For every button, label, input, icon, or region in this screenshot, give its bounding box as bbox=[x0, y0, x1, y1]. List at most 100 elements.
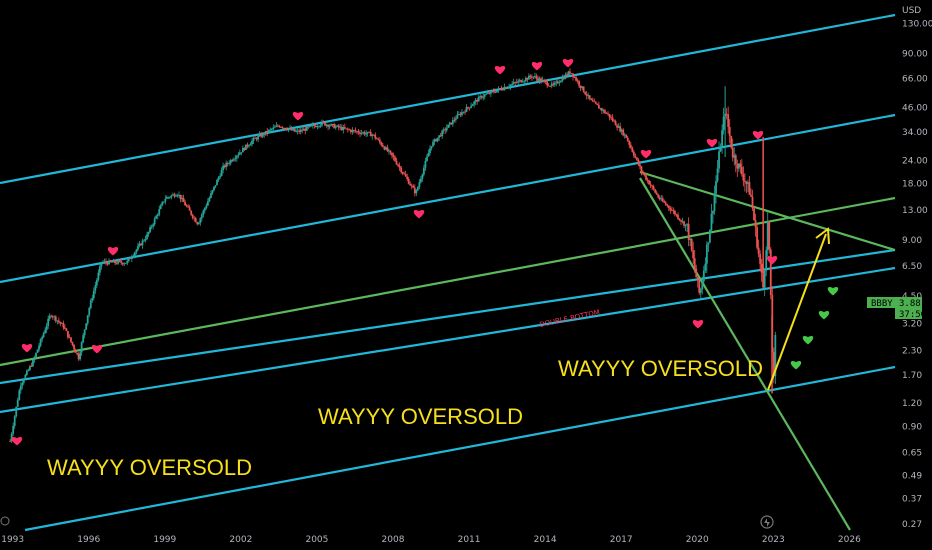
candle-body bbox=[105, 261, 107, 263]
candle-body bbox=[756, 227, 758, 248]
heart-green-icon bbox=[802, 336, 814, 345]
candle-body bbox=[459, 113, 462, 116]
candle-body bbox=[695, 268, 698, 278]
candle-body bbox=[359, 132, 361, 134]
candle-body bbox=[245, 144, 247, 150]
candle-body bbox=[614, 121, 617, 126]
candle-body bbox=[683, 221, 685, 226]
candle-body bbox=[307, 126, 310, 128]
heart-red-icon bbox=[766, 256, 778, 265]
ticker-price: 3.88 bbox=[899, 299, 921, 309]
candle-body bbox=[564, 74, 567, 79]
candle-body bbox=[64, 327, 66, 329]
candle-body bbox=[98, 266, 101, 273]
candle-body bbox=[426, 156, 428, 161]
y-tick-label: 24.00 bbox=[902, 156, 928, 166]
candle-body bbox=[765, 250, 768, 271]
candle-body bbox=[278, 126, 281, 127]
price-axis[interactable]: 130.00 90.00 66.00 46.00 34.00 24.00 18.00 13.0… bbox=[902, 20, 932, 530]
candle-body bbox=[663, 201, 666, 203]
candle-body bbox=[672, 210, 675, 212]
candle-body bbox=[772, 352, 775, 377]
candle-body bbox=[599, 108, 602, 110]
candle-body bbox=[255, 138, 258, 140]
candle-body bbox=[114, 260, 117, 263]
candle-body bbox=[439, 135, 442, 137]
candle-body bbox=[392, 155, 395, 158]
candles bbox=[9, 68, 777, 443]
candle-body bbox=[372, 134, 375, 136]
candle-body bbox=[401, 171, 404, 174]
candle-body bbox=[702, 270, 705, 282]
candle-body bbox=[594, 101, 597, 104]
candle-body bbox=[156, 214, 159, 216]
candle-body bbox=[106, 262, 109, 265]
candle-body bbox=[94, 285, 97, 291]
candle-body bbox=[213, 186, 215, 191]
candle-body bbox=[579, 85, 582, 88]
candle-body bbox=[56, 320, 59, 322]
candle-body bbox=[450, 122, 453, 125]
candle-body bbox=[316, 126, 319, 128]
candle-body bbox=[658, 197, 661, 200]
candle-body bbox=[617, 126, 620, 128]
candle-body bbox=[511, 83, 514, 85]
candle-body bbox=[546, 81, 549, 86]
x-tick-label: 2026 bbox=[838, 535, 861, 545]
candle-body bbox=[514, 82, 517, 84]
candle-body bbox=[150, 226, 153, 228]
candle-body bbox=[453, 119, 456, 121]
candle-body bbox=[540, 78, 542, 82]
candle-body bbox=[330, 124, 333, 126]
candle-body bbox=[388, 150, 390, 152]
candle-body bbox=[234, 158, 237, 160]
candle-body bbox=[92, 290, 95, 298]
currency-label: USD bbox=[902, 6, 921, 16]
candle-body bbox=[261, 133, 264, 137]
candle-body bbox=[298, 130, 301, 132]
candle-body bbox=[219, 176, 221, 178]
candle-body bbox=[333, 124, 336, 129]
candle-body bbox=[167, 197, 170, 198]
candle-body bbox=[620, 129, 623, 132]
candle-body bbox=[310, 125, 313, 127]
candle-body bbox=[532, 76, 535, 78]
candle-body bbox=[534, 76, 536, 78]
candle-body bbox=[260, 134, 263, 137]
candle-body bbox=[304, 128, 307, 131]
candle-body bbox=[24, 374, 27, 380]
time-axis[interactable]: 1993 1996 1999 2002 2005 2008 2011 2014 2017 2020… bbox=[1, 535, 861, 545]
candle-body bbox=[208, 197, 211, 202]
y-tick-label: 0.49 bbox=[902, 472, 922, 482]
candle-body bbox=[604, 110, 606, 114]
candle-body bbox=[362, 132, 364, 134]
candle-body bbox=[427, 153, 430, 157]
candle-body bbox=[100, 262, 103, 267]
candle-body bbox=[704, 263, 707, 271]
candle-body bbox=[365, 133, 368, 135]
candle-body bbox=[601, 108, 603, 111]
candle-body bbox=[21, 382, 24, 386]
candle-body bbox=[531, 76, 533, 78]
candle-body bbox=[353, 129, 355, 131]
candle-body bbox=[769, 249, 772, 296]
candle-body bbox=[680, 220, 682, 222]
candle-body bbox=[559, 81, 562, 83]
candle-body bbox=[541, 80, 544, 82]
candle-body bbox=[556, 81, 559, 84]
candle-body bbox=[73, 345, 75, 350]
candle-body bbox=[194, 218, 197, 223]
candle-body bbox=[424, 160, 427, 168]
candle-body bbox=[375, 138, 378, 140]
trend-line bbox=[639, 170, 896, 252]
candle-body bbox=[727, 114, 730, 127]
heart-red-icon bbox=[107, 247, 119, 256]
candle-body bbox=[322, 121, 325, 123]
candle-body bbox=[416, 186, 419, 191]
candle-body bbox=[27, 369, 30, 371]
settings-icon[interactable] bbox=[0, 516, 10, 526]
candle-body bbox=[766, 221, 769, 251]
candle-body bbox=[351, 129, 354, 132]
heart-red-icon bbox=[494, 66, 506, 75]
